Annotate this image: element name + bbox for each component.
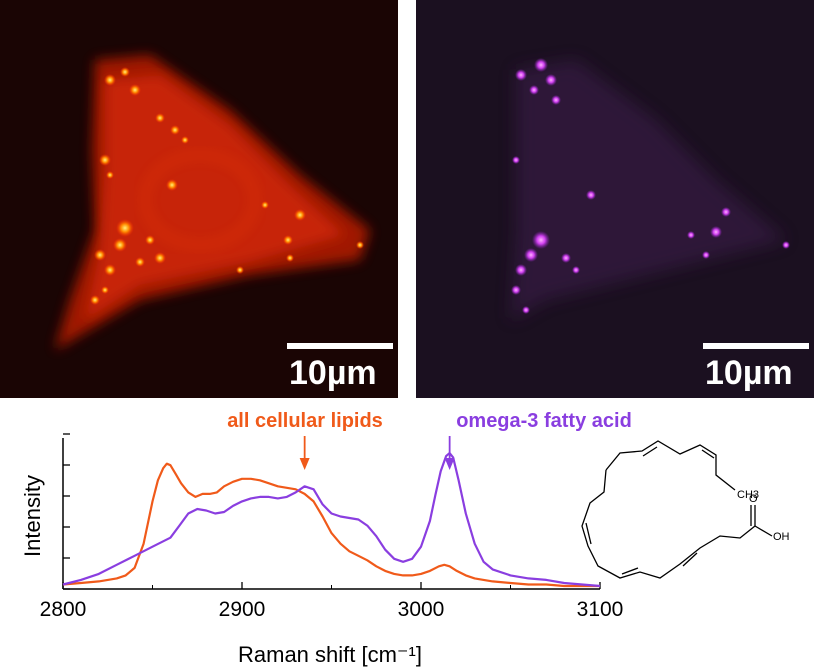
omega3-droplet (586, 190, 596, 200)
lipid-droplet (236, 266, 244, 274)
scalebar-label: 10µm (289, 354, 377, 392)
omega3-droplet (522, 306, 530, 314)
omega3-droplet (687, 231, 695, 239)
lipid-droplet (166, 179, 178, 191)
lipid-image-panel: 10µm (0, 0, 398, 398)
scalebar-line (703, 343, 809, 349)
plot-area: 2800 2900 3000 3100 (40, 433, 624, 621)
lipid-droplet (113, 238, 127, 252)
omega3-droplet (782, 241, 790, 249)
ch3-label: CH3 (737, 489, 759, 501)
omega3-droplet (561, 253, 571, 263)
omega3-annotation: omega-3 fatty acid (456, 410, 632, 432)
annotation-arrowhead (444, 458, 455, 470)
omega3-droplet (515, 69, 527, 81)
lipid-droplet (101, 286, 109, 294)
omega3-droplet (702, 251, 710, 259)
x-tick-label: 3000 (398, 598, 445, 621)
x-tick-label: 2900 (219, 598, 266, 621)
scalebar-line (287, 343, 393, 349)
lipids-series-line (62, 462, 600, 588)
lipid-droplet (120, 67, 130, 77)
lipid-droplet (154, 252, 166, 264)
lipid-droplet (104, 74, 116, 86)
omega3-droplet (529, 85, 539, 95)
omega3-droplet (511, 285, 521, 295)
omega3-droplet (524, 248, 538, 262)
omega3-image-panel: 10µm (416, 0, 814, 398)
scalebar-label: 10µm (705, 354, 793, 392)
omega3-droplet (512, 156, 520, 164)
lipid-droplet (104, 264, 116, 276)
lipid-droplet (283, 235, 293, 245)
x-axis-label: Raman shift [cm⁻¹] (238, 642, 422, 667)
lipid-droplet (90, 295, 100, 305)
x-tick-label: 3100 (577, 598, 624, 621)
omega3-droplet (721, 207, 731, 217)
lipid-droplet (94, 249, 106, 261)
omega3-droplet (532, 231, 550, 249)
lipid-droplet (261, 201, 269, 209)
omega3-droplet (572, 266, 580, 274)
lipid-droplet (356, 241, 364, 249)
omega3-droplet (710, 226, 722, 238)
x-tick-label: 2800 (40, 598, 87, 621)
raman-spectrum-chart: 2800 2900 3000 3100 all cellular lipids ome… (20, 410, 790, 667)
lipid-droplet (106, 171, 114, 179)
oh-label: OH (773, 531, 790, 543)
lipid-droplet (99, 154, 111, 166)
omega3-image (511, 58, 790, 320)
y-axis-label: Intensity (20, 475, 45, 557)
lipid-droplet (170, 125, 180, 135)
omega3-droplet (551, 95, 561, 105)
carbonyl-o-label: O (749, 493, 758, 505)
lipid-droplet (181, 136, 189, 144)
annotation-arrowhead (299, 458, 310, 470)
lipid-image (55, 55, 370, 350)
lipid-droplet (155, 113, 165, 123)
lipid-droplet (294, 209, 306, 221)
lipids-annotation: all cellular lipids (227, 410, 383, 432)
omega3-series-line (62, 452, 601, 588)
omega3-droplet (515, 264, 527, 276)
omega3-molecule-structure (581, 440, 773, 579)
lipid-droplet (145, 235, 155, 245)
lipid-droplet (286, 254, 294, 262)
omega3-droplet (534, 58, 548, 72)
omega3-droplet (545, 74, 557, 86)
lipid-droplet (135, 257, 145, 267)
lipid-droplet (129, 84, 141, 96)
lipid-droplet (116, 219, 134, 237)
